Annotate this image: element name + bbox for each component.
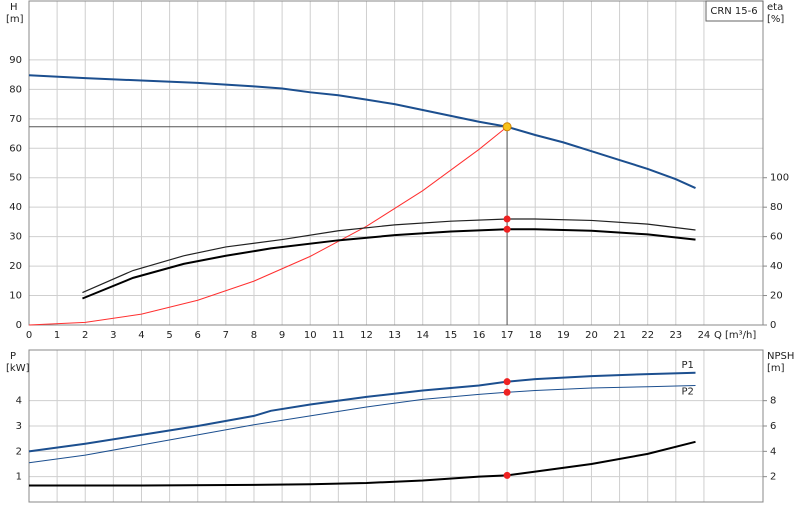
operating-point-marker (503, 388, 511, 396)
x-tick-label: 21 (613, 330, 626, 341)
y2-tick-label: 40 (770, 261, 783, 272)
y-tick-label: 0 (16, 320, 22, 331)
y2-tick-label: 0 (770, 320, 776, 331)
x-tick-label: 14 (416, 330, 429, 341)
x-tick-label: 11 (332, 330, 345, 341)
y-tick-label: 20 (9, 261, 22, 272)
y2-axis-label: eta (767, 2, 783, 13)
y2-tick-label: 80 (770, 202, 783, 213)
y-tick-label: 3 (16, 421, 22, 432)
y2-axis-label: NPSH (767, 351, 794, 362)
y2-tick-label: 8 (770, 396, 776, 407)
series-line (28, 74, 696, 189)
y-tick-label: 4 (16, 396, 22, 407)
x-tick-label: 10 (304, 330, 317, 341)
y-tick-label: 40 (9, 202, 22, 213)
y-axis-unit: [m] (6, 14, 24, 25)
y2-axis-unit: [%] (767, 14, 784, 25)
operating-point-marker (503, 378, 511, 386)
y2-tick-label: 6 (770, 421, 776, 432)
y2-tick-label: 60 (770, 232, 783, 243)
x-tick-label: 24 (698, 330, 711, 341)
y2-tick-label: 2 (770, 472, 776, 483)
x-tick-label: 3 (110, 330, 116, 341)
y-tick-label: 70 (9, 114, 22, 125)
y2-tick-label: 100 (770, 173, 789, 184)
x-tick-label: 23 (669, 330, 682, 341)
x-tick-label: 13 (388, 330, 401, 341)
y-tick-label: 90 (9, 55, 22, 66)
x-tick-label: 0 (26, 330, 32, 341)
x-tick-label: 1 (54, 330, 60, 341)
x-tick-label: 12 (360, 330, 373, 341)
x-tick-label: 4 (138, 330, 144, 341)
plot-frame (28, 349, 764, 503)
series-label: P1 (682, 360, 694, 371)
y-tick-label: 60 (9, 143, 22, 154)
operating-point-marker (503, 471, 511, 479)
y-axis-unit: [kW] (6, 363, 30, 374)
x-tick-label: 2 (82, 330, 88, 341)
operating-point-marker (503, 215, 511, 223)
x-tick-label: 6 (195, 330, 201, 341)
series-line (28, 126, 508, 326)
x-tick-label: 7 (223, 330, 229, 341)
y-axis-label: P (10, 351, 16, 362)
y2-tick-label: 4 (770, 446, 776, 457)
x-axis-label: Q [m³/h] (714, 330, 756, 341)
series-line (28, 371, 696, 453)
chart-title: CRN 15-6 (710, 6, 757, 17)
title-box (705, 0, 764, 22)
y-tick-label: 1 (16, 472, 22, 483)
x-tick-label: 22 (641, 330, 654, 341)
y-tick-label: 80 (9, 84, 22, 95)
y2-tick-label: 20 (770, 291, 783, 302)
series-line (82, 228, 696, 300)
x-tick-label: 17 (501, 330, 514, 341)
y-axis-label: H (10, 2, 18, 13)
series-label: P2 (682, 386, 694, 397)
plot-frame (28, 0, 764, 326)
y-tick-label: 30 (9, 232, 22, 243)
x-tick-label: 18 (529, 330, 542, 341)
series-line (29, 440, 696, 487)
x-tick-label: 15 (444, 330, 457, 341)
y-tick-label: 2 (16, 446, 22, 457)
duty-point (502, 122, 512, 132)
operating-point-marker (503, 225, 511, 233)
y-tick-label: 10 (9, 291, 22, 302)
x-tick-label: 19 (557, 330, 570, 341)
x-tick-label: 8 (251, 330, 257, 341)
x-tick-label: 5 (166, 330, 172, 341)
series-line (28, 384, 696, 464)
x-tick-label: 9 (279, 330, 285, 341)
series-line (82, 218, 696, 294)
x-tick-label: 20 (585, 330, 598, 341)
y2-axis-unit: [m] (767, 363, 785, 374)
x-tick-label: 16 (473, 330, 486, 341)
y-tick-label: 50 (9, 173, 22, 184)
